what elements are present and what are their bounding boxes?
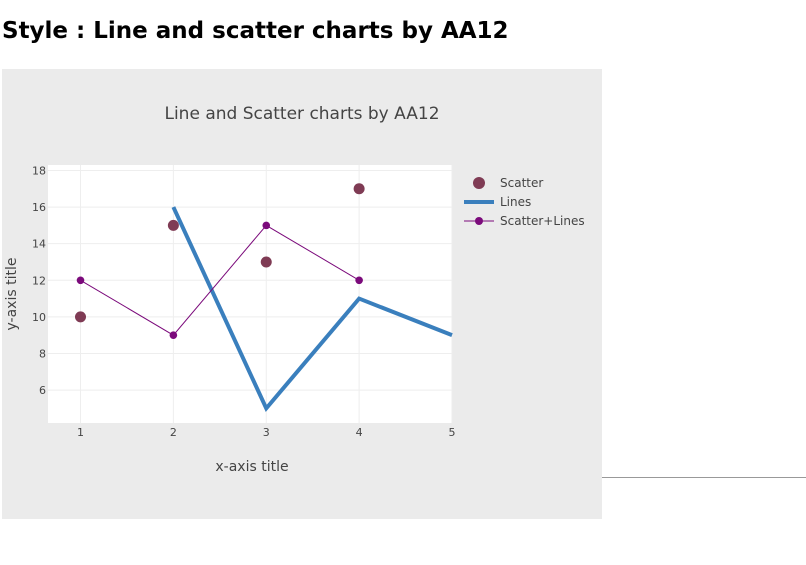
series-scatter-lines <box>76 221 363 339</box>
plot-area <box>48 165 452 423</box>
legend-item[interactable]: Scatter+Lines <box>464 214 585 228</box>
x-tick-label: 3 <box>263 426 270 439</box>
data-point[interactable] <box>167 219 179 231</box>
legend-marker-swatch <box>475 217 483 225</box>
data-point[interactable] <box>353 183 365 195</box>
y-tick-label: 6 <box>39 384 46 397</box>
data-point[interactable] <box>75 311 87 323</box>
x-tick-label: 1 <box>77 426 84 439</box>
series-lines <box>171 206 453 413</box>
page-heading: Style : Line and scatter charts by AA12 <box>2 18 509 44</box>
legend-label: Scatter+Lines <box>500 214 585 228</box>
data-point[interactable] <box>169 331 178 339</box>
x-axis-title: x-axis title <box>215 459 288 475</box>
x-tick-label: 2 <box>170 426 177 439</box>
series-line <box>80 224 360 336</box>
x-tick-label: 5 <box>449 426 456 439</box>
y-tick-label: 8 <box>39 347 46 360</box>
y-tick-label: 14 <box>32 238 46 251</box>
legend-label: Scatter <box>500 176 543 190</box>
y-tick-label: 16 <box>32 201 46 214</box>
series-line <box>171 206 453 413</box>
series-layer <box>75 183 453 413</box>
x-tick-label: 4 <box>356 426 363 439</box>
y-tick-label: 18 <box>32 164 46 177</box>
series-scatter <box>75 183 365 323</box>
data-point[interactable] <box>260 256 272 268</box>
legend-item[interactable]: Scatter <box>473 176 543 190</box>
y-tick-label: 10 <box>32 311 46 324</box>
y-axis-title: y-axis title <box>4 258 20 331</box>
data-point[interactable] <box>355 276 363 285</box>
chart-title: Line and Scatter charts by AA12 <box>164 104 439 124</box>
legend-item[interactable]: Lines <box>464 195 531 209</box>
legend[interactable]: Scatter Lines Scatter+Lines <box>464 176 585 228</box>
y-tick-labels: 6 8 10 12 14 16 18 <box>32 164 46 397</box>
legend-marker-swatch <box>473 177 485 189</box>
divider-line <box>602 477 806 478</box>
x-tick-labels: 1 2 3 4 5 <box>77 426 455 439</box>
grid-lines <box>48 165 453 423</box>
legend-label: Lines <box>500 195 531 209</box>
y-tick-label: 12 <box>32 274 46 287</box>
data-point[interactable] <box>262 221 271 230</box>
data-point[interactable] <box>76 276 85 285</box>
